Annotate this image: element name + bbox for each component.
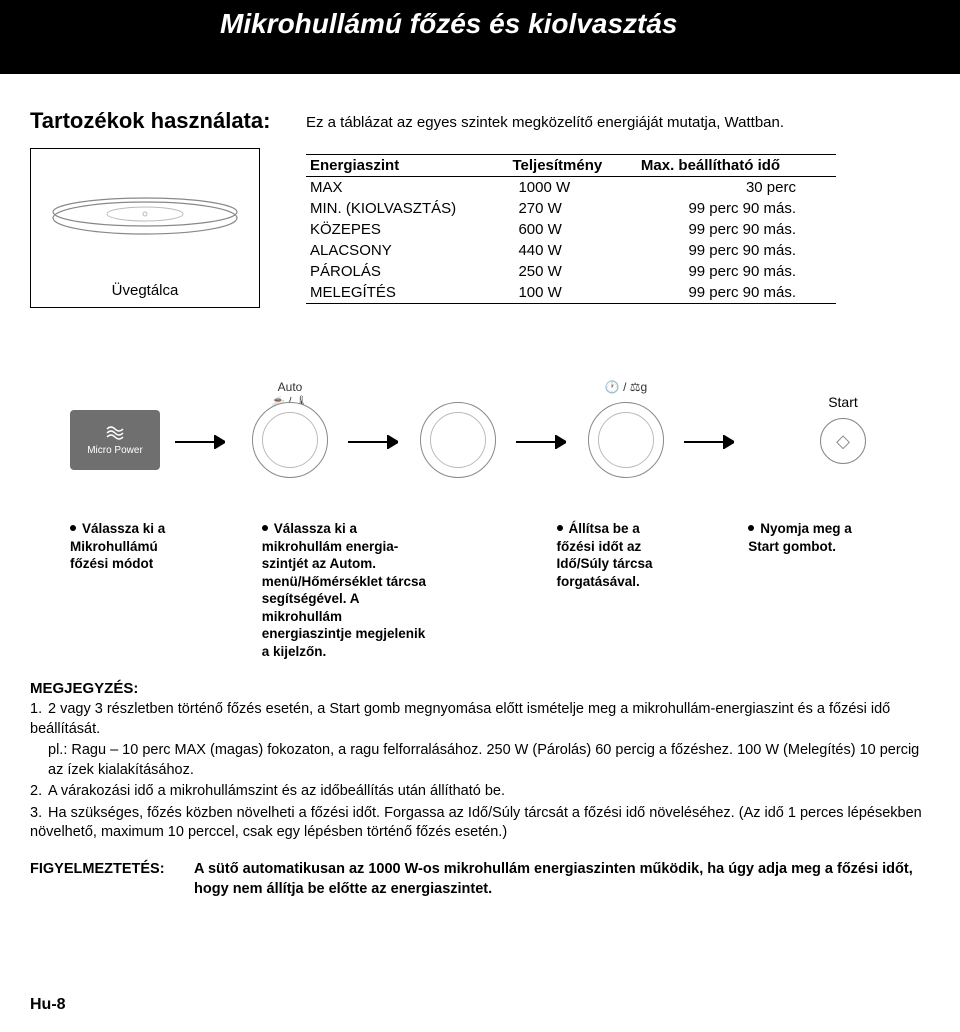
table-row: ALACSONY440 W99 perc 90 más. [306,240,836,261]
time-weight-dial [588,402,664,478]
micro-power-label: Micro Power [87,445,143,456]
th-time: Max. beállítható idő [637,155,836,177]
th-power: Teljesítmény [508,155,636,177]
micro-power-button: Micro Power [70,410,160,470]
accessories-heading: Tartozékok használata: [30,108,270,134]
accessory-box: Üvegtálca [30,148,260,308]
accessory-label: Üvegtálca [112,282,179,299]
page-number: Hu-8 [30,996,66,1014]
spacer-dial [420,402,496,478]
step-2: Válassza ki a mikrohullám energia- szint… [262,520,537,660]
arrow-icon [516,435,566,449]
start-label: Start [820,394,866,410]
arrow-icon [684,435,734,449]
step-3: Állítsa be a főzési időt az Idő/Súly tár… [557,520,729,660]
auto-menu-dial [252,402,328,478]
warning-label: FIGYELMEZTETÉS: [30,860,190,880]
step-4: Nyomja meg a Start gombot. [748,520,920,660]
notes-list: 1.2 vagy 3 részletben történő főzés eset… [30,700,930,845]
table-row: MIN. (KIOLVASZTÁS)270 W99 perc 90 más. [306,198,836,219]
warning-body: A sütő automatikusan az 1000 W-os mikroh… [194,860,914,899]
warning-block: FIGYELMEZTETÉS: A sütő automatikusan az … [30,860,930,899]
th-level: Energiaszint [306,155,508,177]
page-title: Mikrohullámú főzés és kiolvasztás [220,8,678,40]
step-1: Válassza ki a Mikrohullámú főzési módot [70,520,242,660]
table-row: PÁROLÁS250 W99 perc 90 más. [306,261,836,282]
arrow-icon [175,435,225,449]
start-button: ◇ [820,418,866,464]
power-level-table: Energiaszint Teljesítmény Max. beállítha… [306,154,836,304]
waves-icon [104,425,126,441]
intro-text: 6 különböző mikrohullám-erősségi szint h… [30,52,553,69]
table-row: MELEGÍTÉS100 W99 perc 90 más. [306,282,836,304]
glass-tray-icon [50,192,240,242]
steps-row: Válassza ki a Mikrohullámú főzési módot … [70,520,920,660]
arrow-icon [348,435,398,449]
dial-time-label: 🕐 / ⚖g [588,380,664,394]
notes-heading: MEGJEGYZÉS: [30,680,138,697]
table-row: KÖZEPES600 W99 perc 90 más. [306,219,836,240]
table-row: MAX1000 W30 perc [306,177,836,199]
workflow-row: Micro Power Auto ☕ / 🌡 🕐 / ⚖g Start ◇ [80,370,900,500]
table-caption: Ez a táblázat az egyes szintek megközelí… [306,114,784,131]
